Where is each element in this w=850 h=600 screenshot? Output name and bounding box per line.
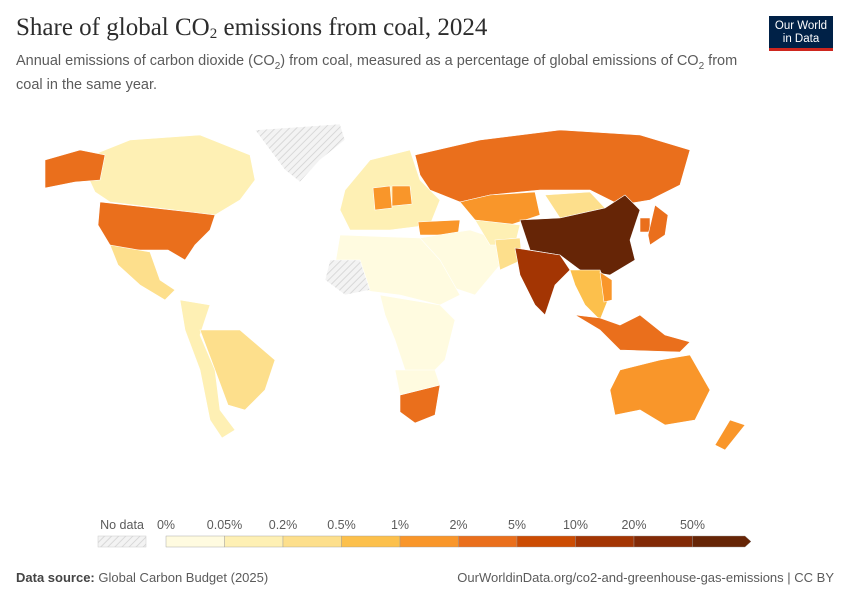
legend-swatch[interactable]: [458, 535, 518, 548]
legend-no-data-swatch: [97, 535, 147, 548]
country-usa[interactable]: [97, 201, 216, 261]
legend-swatch[interactable]: [516, 535, 576, 548]
world-map: [44, 123, 746, 451]
country-indonesia[interactable]: [574, 314, 691, 353]
region-no-data[interactable]: [324, 259, 371, 296]
legend-tick-label: 5%: [507, 518, 527, 532]
legend-tick-label: 0.05%: [206, 518, 243, 532]
legend-bar: [97, 535, 752, 548]
chart-title: Share of global CO2 emissions from coal,…: [16, 14, 488, 42]
region-africa-south[interactable]: [394, 369, 441, 396]
legend-tick-label: 1%: [390, 518, 410, 532]
legend-swatch[interactable]: [341, 535, 401, 548]
chart-subtitle: Annual emissions of carbon dioxide (CO2)…: [16, 53, 738, 93]
legend-tick-label: 10%: [562, 518, 589, 532]
legend-swatch[interactable]: [399, 535, 459, 548]
legend-tick-label: 0%: [156, 518, 176, 532]
legend-tick-label: 0.5%: [327, 518, 356, 532]
country-canada[interactable]: [79, 134, 256, 216]
data-source: Data source: Global Carbon Budget (2025): [16, 570, 269, 585]
legend-tick-label: 20%: [621, 518, 647, 532]
legend-swatch[interactable]: [165, 535, 225, 548]
country-germany[interactable]: [372, 185, 393, 211]
legend-swatch[interactable]: [224, 535, 284, 548]
country-vietnam[interactable]: [599, 271, 613, 303]
legend-swatch[interactable]: [575, 535, 635, 548]
country-brazil[interactable]: [199, 329, 276, 411]
legend-no-data-label: No data: [100, 518, 144, 532]
country-australia[interactable]: [609, 354, 711, 426]
owid-logo[interactable]: Our World in Data: [769, 16, 833, 51]
country-india[interactable]: [514, 247, 571, 316]
country-mexico[interactable]: [109, 244, 176, 301]
source-url[interactable]: OurWorldinData.org/co2-and-greenhouse-ga…: [457, 570, 834, 585]
region-africa-central[interactable]: [379, 294, 456, 376]
country-south-korea[interactable]: [639, 217, 651, 233]
country-poland[interactable]: [391, 185, 413, 207]
legend-tick-label: 0.2%: [268, 518, 298, 532]
country-usa-alaska[interactable]: [44, 149, 106, 189]
legend-swatch[interactable]: [692, 535, 752, 548]
legend-tick-label: 2%: [449, 518, 468, 532]
country-russia[interactable]: [414, 129, 691, 206]
legend-swatch[interactable]: [633, 535, 693, 548]
legend-tick-label: 50%: [679, 518, 706, 532]
region-south-america[interactable]: [179, 299, 236, 439]
legend-swatch[interactable]: [282, 535, 342, 548]
country-new-zealand[interactable]: [714, 419, 746, 451]
country-japan[interactable]: [647, 204, 669, 246]
country-greenland[interactable]: [254, 123, 346, 183]
